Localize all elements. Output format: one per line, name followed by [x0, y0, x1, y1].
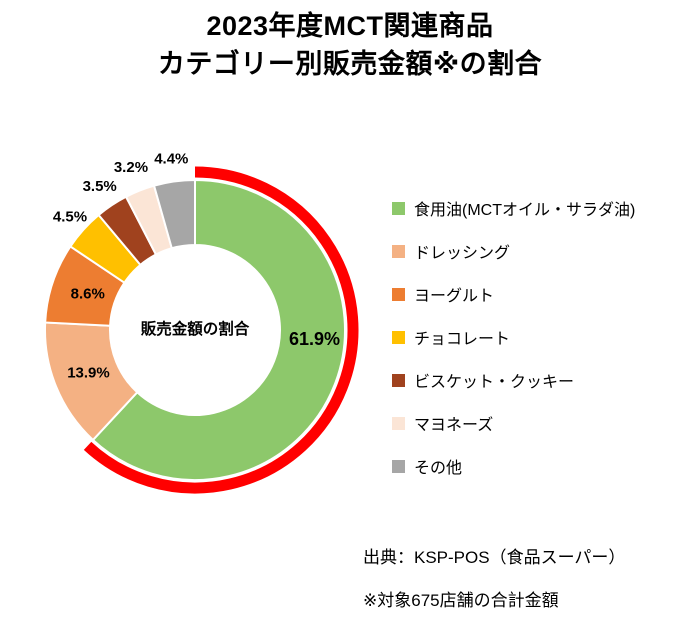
slice-label: 3.5%	[83, 178, 117, 195]
slice-label: 3.2%	[114, 159, 148, 176]
legend-label: チョコレート	[414, 331, 511, 348]
legend-label: ヨーグルト	[414, 288, 495, 305]
legend-swatch	[392, 330, 405, 344]
chart-title-line1: 2023年度MCT関連商品	[206, 11, 494, 41]
source-note: ※対象675店舗の合計金額	[363, 591, 559, 610]
chart-legend: 食用油(MCTオイル・サラダ油) ドレッシング ヨーグルトチョコレートビスケット・ク…	[392, 196, 635, 497]
legend-swatch	[392, 287, 405, 301]
source-text: 出典：KSP-POS（食品スーパー）	[363, 548, 626, 567]
slice-label: 61.9%	[289, 329, 340, 349]
slice-label: 8.6%	[71, 285, 105, 302]
legend-swatch	[392, 244, 405, 258]
slice-label: 4.4%	[154, 151, 188, 168]
chart-title: 2023年度MCT関連商品 カテゴリー別販売金額※の割合	[0, 8, 700, 84]
donut-center-label: 販売金額の割合	[141, 319, 250, 338]
legend-label: マヨネーズ	[414, 417, 494, 434]
legend-item: チョコレート	[392, 325, 635, 349]
slice-label: 4.5%	[53, 209, 87, 226]
slice-label: 13.9%	[67, 364, 110, 381]
legend-item: ドレッシング	[392, 239, 635, 263]
highlight-ring	[83, 166, 359, 494]
donut-slice	[152, 178, 196, 250]
legend-item: その他	[392, 454, 635, 478]
legend-swatch	[392, 459, 405, 473]
legend-swatch	[392, 201, 405, 215]
legend-item: マヨネーズ	[392, 411, 635, 435]
legend-item: ヨーグルト	[392, 282, 635, 306]
legend-label: ビスケット・クッキー	[414, 374, 575, 391]
legend-item: 食用油(MCTオイル・サラダ油)	[392, 196, 635, 220]
legend-label: その他	[414, 460, 463, 477]
legend-swatch	[392, 416, 405, 430]
legend-swatch	[392, 373, 405, 387]
chart-title-line2: カテゴリー別販売金額※の割合	[157, 48, 543, 79]
legend-label: 食用油(MCTオイル・サラダ油)	[414, 202, 636, 219]
donut-slice	[91, 178, 346, 481]
legend-label: ドレッシング	[414, 245, 511, 262]
legend-item: ビスケット・クッキー	[392, 368, 635, 392]
